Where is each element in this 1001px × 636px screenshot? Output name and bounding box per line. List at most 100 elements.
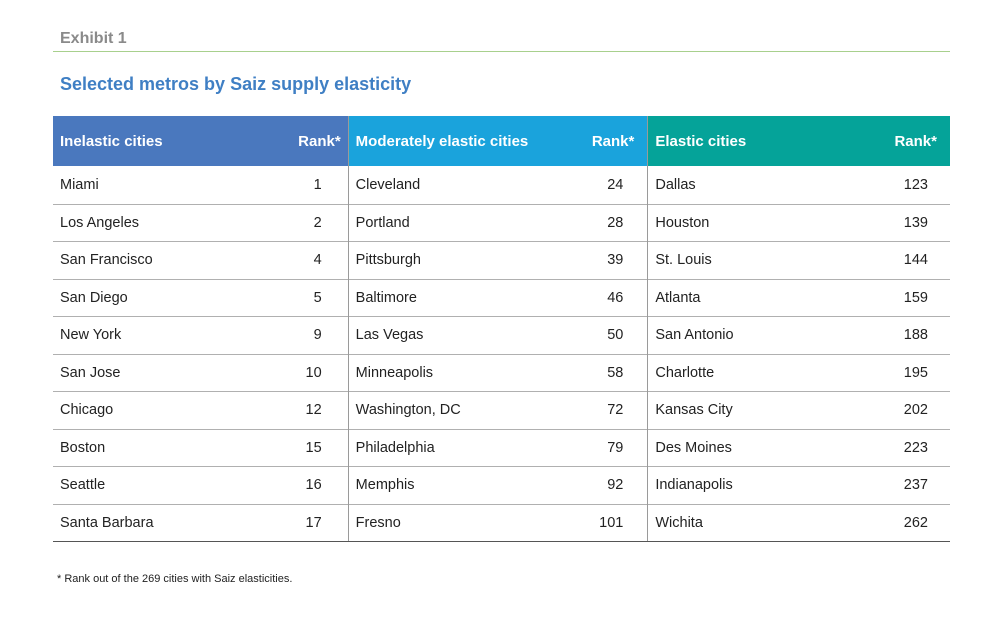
city-name: Cleveland: [355, 176, 421, 193]
column-header-label: Moderately elastic cities: [355, 132, 529, 150]
city-name: Fresno: [355, 514, 401, 531]
city-name: Las Vegas: [355, 327, 424, 344]
city-rank: 28: [607, 214, 624, 231]
city-name: Los Angeles: [60, 214, 140, 231]
table-row: Fresno 101: [348, 503, 648, 542]
page-title: Selected metros by Saiz supply elasticit…: [60, 74, 412, 94]
city-rank: 15: [305, 439, 322, 456]
table-row: Cleveland 24: [349, 166, 648, 204]
table-row: St. Louis 144: [648, 241, 950, 279]
city-name: Dallas: [655, 176, 696, 193]
table-row: Miami 1: [53, 166, 348, 204]
city-name: Portland: [355, 214, 410, 231]
city-name: San Diego: [60, 289, 128, 306]
city-rank: 159: [903, 289, 928, 306]
column-inelastic: Inelastic cities Rank* Miami 1 Los Angele…: [53, 116, 348, 541]
city-name: Minneapolis: [355, 364, 434, 381]
city-name: New York: [60, 327, 122, 344]
city-rank: 16: [305, 477, 322, 494]
city-rank: 12: [305, 402, 322, 419]
table-row: Atlanta 159: [648, 278, 950, 317]
column-moderately-elastic: Moderately elastic cities Rank* Clevelan…: [347, 116, 648, 542]
city-name: San Jose: [60, 364, 121, 381]
city-rank: 237: [903, 477, 928, 494]
table-row: Charlotte 195: [648, 353, 950, 392]
city-name: Houston: [655, 214, 710, 231]
city-rank: 223: [903, 439, 928, 456]
city-name: San Antonio: [655, 327, 734, 344]
city-rank: 262: [903, 514, 928, 531]
footnote: * Rank out of the 269 cities with Saiz e…: [57, 573, 293, 585]
city-rank: 46: [607, 289, 624, 306]
city-rank: 4: [313, 252, 322, 269]
city-name: Santa Barbara: [60, 514, 154, 531]
rank-header: Rank*: [298, 132, 341, 150]
city-rank: 202: [903, 402, 928, 419]
city-rank: 72: [607, 402, 624, 419]
city-name: San Francisco: [60, 252, 153, 269]
city-name: Indianapolis: [655, 477, 733, 494]
table-row: San Antonio 188: [648, 316, 950, 354]
city-rank: 139: [903, 214, 928, 231]
table-row: Boston 15: [53, 428, 348, 467]
city-rank: 39: [607, 252, 624, 269]
column-header: Moderately elastic cities Rank*: [348, 116, 648, 166]
table-row: Baltimore 46: [348, 278, 648, 317]
table-row: San Diego 5: [53, 278, 348, 317]
table-row: Las Vegas 50: [348, 316, 648, 354]
table-row: Kansas City 202: [648, 391, 950, 429]
city-rank: 2: [313, 214, 322, 231]
city-rank: 1: [313, 176, 322, 193]
table-row: Portland 28: [348, 203, 648, 242]
city-name: Atlanta: [655, 289, 701, 306]
rank-header: Rank*: [591, 132, 635, 150]
table-row: San Jose 10: [53, 353, 348, 392]
table-row: Houston 139: [648, 203, 950, 242]
column-header: Elastic cities Rank*: [648, 116, 950, 166]
city-name: St. Louis: [655, 252, 712, 269]
table-row: Santa Barbara 17: [53, 503, 348, 542]
table-row: Indianapolis 237: [648, 466, 950, 504]
rank-header: Rank*: [894, 132, 937, 150]
table-row: Memphis 92: [348, 466, 648, 504]
column-elastic: Elastic cities Rank* Dallas 123 Houston 13…: [647, 116, 950, 541]
table-row: San Francisco 4: [53, 241, 348, 279]
city-name: Washington, DC: [355, 402, 461, 419]
table-row: Dallas 123: [648, 166, 950, 204]
city-name: Wichita: [655, 514, 703, 531]
divider: [53, 51, 950, 52]
city-rank: 10: [305, 364, 322, 381]
table-row: Philadelphia 79: [348, 428, 648, 467]
table-row: Los Angeles 2: [53, 203, 348, 242]
city-name: Pittsburgh: [355, 252, 421, 269]
table-row: Pittsburgh 39: [348, 241, 648, 279]
city-name: Miami: [60, 176, 99, 193]
column-header-label: Inelastic cities: [60, 132, 163, 150]
column-header-label: Elastic cities: [655, 132, 747, 150]
city-name: Charlotte: [655, 364, 715, 381]
column-header: Inelastic cities Rank*: [53, 116, 348, 166]
city-rank: 79: [607, 439, 624, 456]
city-rank: 5: [313, 289, 322, 306]
city-rank: 9: [313, 327, 322, 344]
table-row: Wichita 262: [648, 503, 950, 542]
table-row: Des Moines 223: [648, 428, 950, 467]
city-rank: 92: [607, 477, 624, 494]
table-row: New York 9: [53, 316, 348, 354]
city-rank: 144: [903, 252, 928, 269]
table-row: Minneapolis 58: [348, 353, 648, 392]
table-row: Washington, DC 72: [348, 391, 648, 429]
city-rank: 123: [903, 176, 928, 193]
city-rank: 24: [607, 176, 624, 193]
city-name: Philadelphia: [355, 439, 435, 456]
city-name: Chicago: [60, 402, 114, 419]
table-row: Seattle 16: [53, 466, 348, 504]
city-name: Memphis: [355, 477, 415, 494]
elasticity-table: Inelastic cities Rank* Miami 1 Los Angele…: [53, 116, 950, 542]
city-rank: 101: [599, 514, 624, 531]
city-rank: 188: [903, 327, 928, 344]
city-rank: 58: [607, 364, 624, 381]
city-rank: 195: [903, 364, 928, 381]
city-name: Des Moines: [655, 439, 732, 456]
city-name: Boston: [60, 439, 106, 456]
